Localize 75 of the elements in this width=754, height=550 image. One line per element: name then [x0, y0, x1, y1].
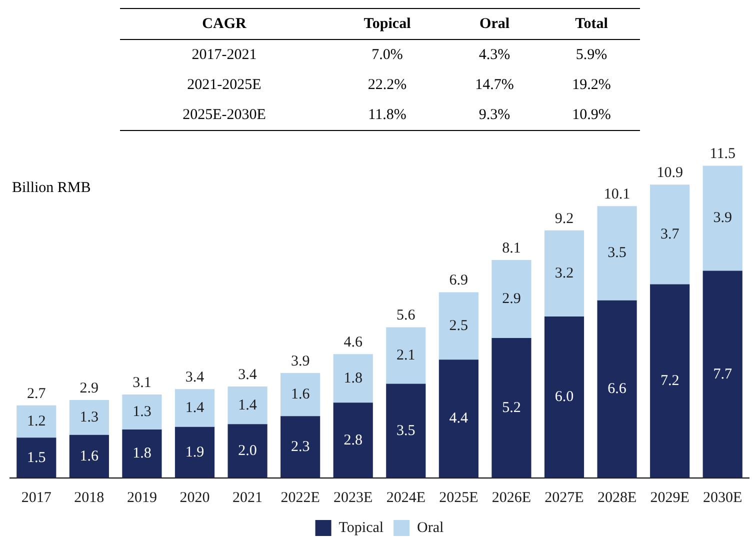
text: 5.9%	[574, 46, 608, 64]
data-label: 1.3	[80, 409, 99, 426]
data-label: 2.1	[396, 347, 416, 364]
total-label: 2.7	[27, 386, 46, 402]
data-label: 2.0	[238, 443, 257, 460]
x-tick-label: 2019	[126, 490, 157, 506]
x-tick-label: 2030E	[703, 490, 742, 506]
total-label: 11.5	[710, 146, 736, 162]
text: 14.7%	[474, 76, 515, 94]
text: 9.3%	[478, 106, 512, 124]
x-tick-label: 2021	[232, 490, 263, 506]
legend-label: Topical	[338, 520, 384, 536]
data-label: 3.7	[660, 226, 680, 242]
text: Oral	[446, 8, 544, 40]
x-tick-label: 2018	[74, 490, 104, 506]
total-label: 2.9	[80, 380, 99, 396]
data-label: 7.2	[660, 373, 680, 390]
x-tick-label: 2020	[180, 490, 210, 506]
data-label: 1.6	[290, 386, 310, 402]
text: Topical	[328, 8, 446, 40]
total-label: 5.6	[396, 308, 416, 324]
x-tick-label: 2022E	[280, 490, 320, 506]
text: 2017-2021	[190, 46, 258, 64]
text: CAGR	[120, 8, 329, 40]
data-label: 6.6	[608, 381, 627, 398]
x-tick-label: 2026E	[492, 490, 532, 506]
text: Total	[543, 8, 640, 40]
data-label: 3.5	[608, 245, 626, 262]
text: 7.0%	[370, 46, 404, 64]
total-label: 8.1	[502, 240, 521, 256]
legend-label: Oral	[417, 520, 444, 536]
x-tick-label: 2025E	[439, 490, 478, 506]
total-label: 3.9	[290, 353, 310, 370]
y-axis-title: Billion RMB	[12, 180, 91, 197]
data-label: 1.3	[132, 404, 152, 420]
data-label: 5.2	[502, 400, 521, 416]
text: 2025E-2030E	[182, 106, 267, 124]
text: 19.2%	[571, 76, 612, 94]
data-label: 1.8	[344, 370, 362, 386]
data-label: 4.4	[449, 410, 469, 427]
data-label: 1.8	[132, 446, 152, 462]
text: 4.3%	[478, 46, 512, 64]
data-label: 2.5	[449, 318, 468, 334]
text: 22.2%	[366, 76, 408, 94]
x-tick-label: 2024E	[386, 490, 426, 506]
total-label: 9.2	[554, 210, 574, 227]
data-label: 2.8	[344, 432, 362, 448]
data-label: 1.6	[80, 448, 100, 464]
data-label: 1.9	[185, 444, 204, 460]
total-label: 10.9	[656, 165, 683, 182]
total-label: 3.4	[238, 366, 258, 383]
data-label: 1.2	[27, 413, 46, 430]
text: 2021-2025E	[186, 76, 262, 94]
x-tick-label: 2027E	[544, 490, 584, 506]
data-label: 2.9	[502, 290, 521, 307]
data-label: 1.4	[185, 400, 205, 416]
total-label: 10.1	[604, 186, 630, 203]
data-label: 3.9	[713, 210, 732, 226]
data-label: 1.4	[238, 397, 258, 414]
total-label: 3.1	[132, 374, 152, 391]
total-label: 3.4	[185, 370, 205, 386]
data-label: 1.5	[27, 450, 46, 466]
x-tick-label: 2023E	[334, 490, 373, 506]
text: 11.8%	[367, 106, 408, 124]
data-label: 7.7	[713, 366, 732, 382]
data-label: 2.3	[290, 438, 310, 455]
total-label: 4.6	[344, 334, 363, 351]
data-label: 3.5	[396, 422, 416, 439]
x-tick-label: 2017	[21, 490, 52, 506]
data-label: 3.2	[554, 265, 574, 282]
x-tick-label: 2029E	[650, 490, 690, 506]
text: 10.9%	[571, 106, 612, 124]
total-label: 6.9	[449, 272, 468, 289]
data-label: 6.0	[554, 389, 574, 406]
x-tick-label: 2028E	[597, 490, 637, 506]
